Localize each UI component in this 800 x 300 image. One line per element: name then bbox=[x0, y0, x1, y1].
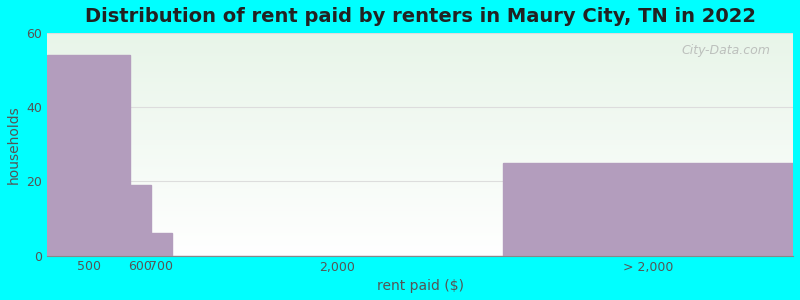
Y-axis label: households: households bbox=[7, 105, 21, 184]
Bar bbox=[47, 55, 130, 256]
Title: Distribution of rent paid by renters in Maury City, TN in 2022: Distribution of rent paid by renters in … bbox=[85, 7, 756, 26]
X-axis label: rent paid ($): rent paid ($) bbox=[377, 279, 464, 293]
Text: City-Data.com: City-Data.com bbox=[682, 44, 770, 57]
Bar bbox=[130, 185, 151, 256]
Bar bbox=[151, 233, 171, 256]
Bar bbox=[503, 163, 793, 256]
